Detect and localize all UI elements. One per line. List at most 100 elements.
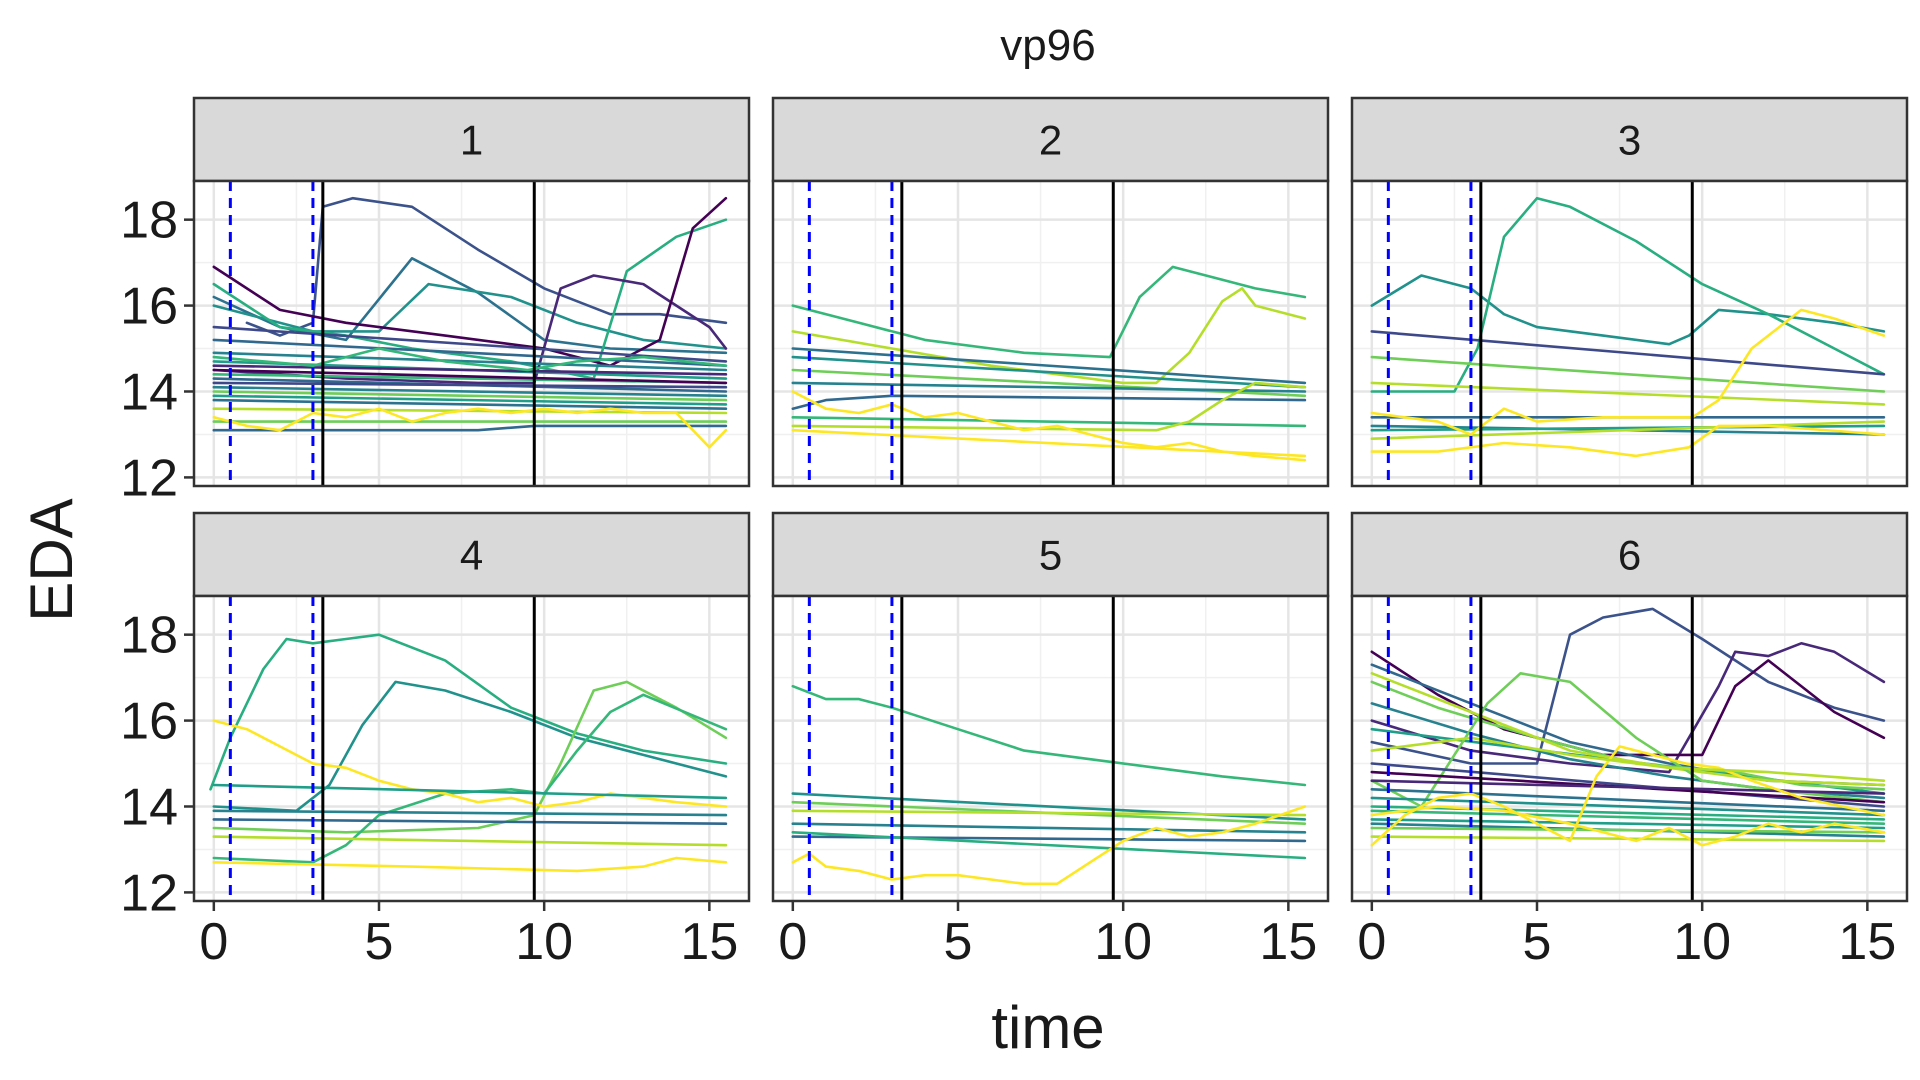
series-line-21 [1370, 745, 1886, 847]
series-line-4 [1370, 355, 1886, 393]
series-line-8 [791, 805, 1307, 886]
series-line-4 [791, 822, 1307, 834]
series-line-12 [1370, 779, 1886, 795]
series-line-10 [1370, 308, 1886, 436]
x-tick-label: 5 [365, 913, 394, 971]
series-line-3 [212, 680, 728, 834]
series-line-1 [791, 265, 1307, 359]
x-tick-label: 10 [1673, 913, 1731, 971]
gridlines [194, 181, 749, 486]
facet-strip-label: 5 [1039, 532, 1062, 579]
x-tick-label: 0 [778, 913, 807, 971]
series-line-6 [212, 783, 728, 800]
series-line-3 [1370, 650, 1886, 757]
facet-strip [192, 96, 751, 183]
x-tick-label: 0 [1357, 913, 1386, 971]
series-line-1 [791, 684, 1307, 787]
panel-border [192, 179, 751, 488]
series-line-9 [1370, 672, 1886, 808]
series-line-11 [212, 364, 728, 376]
panel-border [771, 594, 1330, 903]
series-line-6 [791, 809, 1307, 817]
series-line-19 [212, 398, 728, 410]
plot-area [1352, 181, 1907, 486]
series-line-13 [1370, 788, 1886, 813]
series-line-24 [212, 407, 728, 449]
panel-border [1350, 594, 1909, 903]
facet-strip-label: 4 [460, 532, 483, 579]
series-line-7 [212, 809, 728, 817]
plot-area [773, 181, 1328, 486]
series-line-9 [791, 381, 1307, 432]
facet-panel-4: 4 12 14 16 18 0 5 10 15 [120, 511, 751, 971]
series-line-7 [791, 831, 1307, 860]
facet-strip [1350, 511, 1909, 598]
series-line-1 [245, 196, 728, 337]
series-lines [1370, 607, 1886, 847]
series-line-6 [791, 381, 1307, 393]
y-tick-label: 18 [120, 192, 178, 250]
series-line-10 [212, 856, 728, 873]
plot-area [194, 596, 749, 901]
series-line-22 [1370, 805, 1886, 847]
x-tick-label: 15 [1838, 913, 1896, 971]
panel-border [1350, 179, 1909, 488]
series-line-2 [212, 680, 728, 813]
series-line-9 [212, 351, 728, 372]
series-line-17 [212, 394, 728, 406]
series-line-18 [212, 368, 728, 385]
chart-title: vp96 [1000, 21, 1095, 70]
series-lines [209, 633, 728, 873]
series-lines [212, 196, 728, 449]
facet-panel-5: 5 0 5 10 15 [771, 511, 1330, 971]
series-line-1 [1370, 274, 1886, 346]
series-lines [791, 684, 1307, 886]
facet-panel-1: 1 12 14 16 18 [120, 96, 751, 507]
facet-panels: 1 12 14 16 18 2 3 4 12 14 16 18 0 5 10 15 5 0 5 10 15 6 0 5 10 15 [120, 96, 1909, 971]
facet-strip-label: 1 [460, 117, 483, 164]
panel-border [192, 594, 751, 903]
series-line-8 [1370, 672, 1886, 787]
series-line-9 [212, 835, 728, 847]
series-line-17 [1370, 818, 1886, 830]
series-line-16 [212, 390, 728, 402]
y-axis-title: EDA [18, 498, 85, 621]
y-tick-label: 12 [120, 449, 178, 507]
series-line-4 [212, 693, 728, 864]
facet-panel-3: 3 [1350, 96, 1909, 488]
series-line-7 [212, 325, 728, 363]
series-line-4 [791, 355, 1307, 389]
x-tick-label: 15 [1259, 913, 1317, 971]
panel-border [771, 179, 1330, 488]
y-tick-label: 14 [120, 363, 178, 421]
facet-strip [771, 96, 1330, 183]
x-tick-label: 10 [1094, 913, 1152, 971]
x-tick-label: 10 [515, 913, 573, 971]
series-line-3 [791, 347, 1307, 385]
series-line-8 [212, 338, 728, 367]
series-line-2 [791, 287, 1307, 385]
series-line-3 [1370, 330, 1886, 376]
facet-strip [1350, 96, 1909, 183]
gridlines [194, 596, 749, 901]
series-line-5 [212, 274, 728, 385]
x-tick-label: 5 [1523, 913, 1552, 971]
series-line-2 [1370, 642, 1886, 774]
facet-strip [192, 511, 751, 598]
series-line-16 [1370, 809, 1886, 825]
y-tick-label: 16 [120, 278, 178, 336]
x-tick-label: 0 [199, 913, 228, 971]
facet-strip-label: 6 [1618, 532, 1641, 579]
series-line-9 [1370, 420, 1886, 440]
facet-panel-6: 6 0 5 10 15 [1350, 511, 1909, 971]
facet-strip-label: 2 [1039, 117, 1062, 164]
x-tick-label: 15 [680, 913, 738, 971]
series-line-5 [1370, 381, 1886, 406]
series-line-10 [1370, 762, 1886, 808]
y-tick-label: 14 [120, 778, 178, 836]
series-line-11 [791, 428, 1307, 458]
facet-panel-2: 2 [771, 96, 1330, 488]
series-line-8 [212, 818, 728, 825]
series-line-8 [791, 416, 1307, 428]
